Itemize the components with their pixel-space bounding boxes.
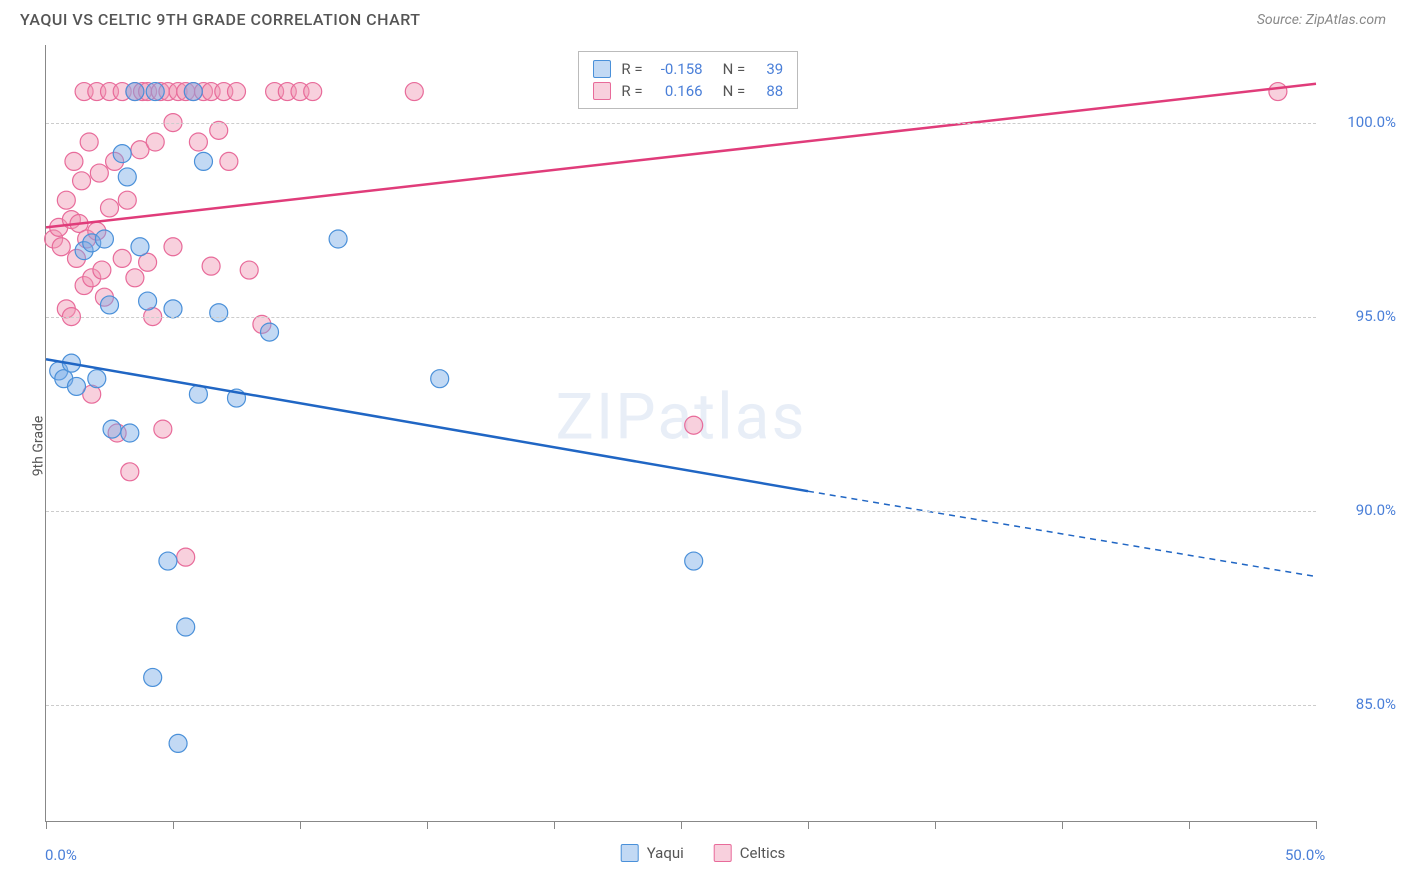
point-yaqui: [103, 420, 121, 438]
stats-row: R = -0.158 N = 39: [593, 58, 783, 80]
stat-label-n: N =: [723, 60, 746, 78]
gridline: [46, 511, 1316, 512]
gridline: [46, 123, 1316, 124]
point-celtics: [228, 83, 246, 101]
point-celtics: [154, 420, 172, 438]
point-yaqui: [177, 618, 195, 636]
point-yaqui: [126, 83, 144, 101]
point-celtics: [240, 261, 258, 279]
point-celtics: [685, 416, 703, 434]
chart-title: YAQUI VS CELTIC 9TH GRADE CORRELATION CH…: [20, 10, 420, 29]
legend-item-yaqui: Yaqui: [621, 844, 684, 862]
point-celtics: [164, 238, 182, 256]
y-tick-label: 85.0%: [1356, 695, 1396, 713]
stat-value-r: -0.158: [653, 60, 703, 78]
point-celtics: [90, 164, 108, 182]
x-axis-legend: Yaqui Celtics: [621, 844, 786, 862]
x-tick-mark: [1062, 821, 1063, 829]
stat-label-r: R =: [621, 82, 642, 100]
point-yaqui: [113, 145, 131, 163]
point-celtics: [80, 133, 98, 151]
swatch-icon: [593, 82, 611, 100]
point-yaqui: [139, 292, 157, 310]
point-yaqui: [329, 230, 347, 248]
point-celtics: [65, 152, 83, 170]
point-yaqui: [685, 552, 703, 570]
point-celtics: [146, 133, 164, 151]
point-yaqui: [146, 83, 164, 101]
point-celtics: [189, 133, 207, 151]
point-celtics: [73, 172, 91, 190]
x-tick-mark: [554, 821, 555, 829]
y-tick-label: 90.0%: [1356, 501, 1396, 519]
chart-plot-area: ZIPatlas: [45, 45, 1316, 822]
stat-value-n: 39: [755, 60, 783, 78]
point-celtics: [93, 261, 111, 279]
swatch-pink-icon: [714, 844, 732, 862]
point-yaqui: [164, 300, 182, 318]
point-yaqui: [67, 377, 85, 395]
stat-value-n: 88: [755, 82, 783, 100]
x-tick-mark: [1189, 821, 1190, 829]
source-attribution: Source: ZipAtlas.com: [1257, 12, 1386, 28]
y-tick-label: 100.0%: [1347, 113, 1396, 131]
point-yaqui: [95, 230, 113, 248]
stat-value-r: 0.166: [653, 82, 703, 100]
x-tick-mark: [300, 821, 301, 829]
point-celtics: [177, 548, 195, 566]
point-celtics: [118, 191, 136, 209]
point-yaqui: [431, 370, 449, 388]
point-celtics: [202, 257, 220, 275]
legend-item-celtics: Celtics: [714, 844, 786, 862]
point-celtics: [126, 269, 144, 287]
swatch-icon: [593, 60, 611, 78]
point-yaqui: [144, 668, 162, 686]
y-axis-label: 9th Grade: [30, 416, 46, 477]
point-celtics: [304, 83, 322, 101]
point-celtics: [121, 463, 139, 481]
point-celtics: [52, 238, 70, 256]
stats-row: R = 0.166 N = 88: [593, 80, 783, 102]
x-tick-mark: [173, 821, 174, 829]
stat-label-n: N =: [723, 82, 746, 100]
regression-line-yaqui-dashed: [808, 491, 1316, 576]
gridline: [46, 705, 1316, 706]
point-yaqui: [210, 304, 228, 322]
x-tick-mark: [808, 821, 809, 829]
point-yaqui: [101, 296, 119, 314]
point-celtics: [220, 152, 238, 170]
legend-label-yaqui: Yaqui: [647, 844, 684, 862]
point-celtics: [210, 121, 228, 139]
x-tick-mark: [935, 821, 936, 829]
legend-label-celtics: Celtics: [740, 844, 786, 862]
point-yaqui: [121, 424, 139, 442]
point-yaqui: [194, 152, 212, 170]
stats-legend-box: R = -0.158 N = 39 R = 0.166 N = 88: [578, 51, 798, 109]
point-celtics: [1269, 83, 1287, 101]
x-tick-mark: [681, 821, 682, 829]
point-celtics: [101, 199, 119, 217]
point-yaqui: [261, 323, 279, 341]
stat-label-r: R =: [621, 60, 642, 78]
point-yaqui: [118, 168, 136, 186]
point-yaqui: [131, 238, 149, 256]
gridline: [46, 317, 1316, 318]
y-tick-label: 95.0%: [1356, 307, 1396, 325]
point-celtics: [57, 191, 75, 209]
x-tick-mark: [46, 821, 47, 829]
point-yaqui: [88, 370, 106, 388]
x-tick-label: 50.0%: [1285, 846, 1325, 864]
point-yaqui: [169, 734, 187, 752]
point-yaqui: [184, 83, 202, 101]
x-tick-label: 0.0%: [45, 846, 77, 864]
point-celtics: [405, 83, 423, 101]
point-yaqui: [159, 552, 177, 570]
swatch-blue-icon: [621, 844, 639, 862]
x-tick-mark: [427, 821, 428, 829]
x-tick-mark: [1316, 821, 1317, 829]
point-celtics: [113, 249, 131, 267]
